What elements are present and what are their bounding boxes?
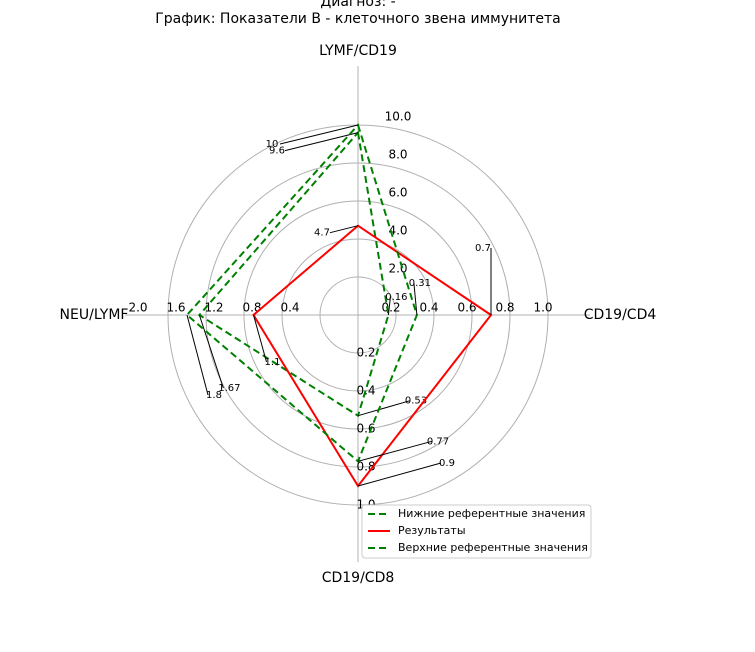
chart-subtitle: График: Показатели В - клеточного звена … <box>155 11 561 27</box>
r-tick-label: 0.8 <box>495 301 514 315</box>
axis-label: CD19/CD8 <box>322 570 395 586</box>
data-label: 4.7 <box>314 228 330 239</box>
r-tick-label: 2.0 <box>388 262 407 276</box>
r-tick-label: 0.4 <box>419 301 438 315</box>
data-label: 1.8 <box>206 390 222 401</box>
legend-label: Верхние референтные значения <box>398 541 588 554</box>
axis-label: LYMF/CD19 <box>319 43 397 59</box>
r-tick-label: 0.4 <box>356 384 375 398</box>
data-label: 9.6 <box>269 146 285 157</box>
annotation-arrow <box>198 314 224 389</box>
r-tick-label: 0.4 <box>280 301 299 315</box>
data-label: 0.77 <box>427 436 449 447</box>
r-tick-label: 0.6 <box>356 422 375 436</box>
annotation-arrow <box>186 314 209 396</box>
annotation-arrow <box>284 132 359 152</box>
r-tick-label: 8.0 <box>388 148 407 162</box>
legend-box <box>361 504 592 559</box>
r-tick-label: 6.0 <box>388 186 407 200</box>
annotation-arrow <box>413 282 418 316</box>
r-tick-label: 1.6 <box>166 301 185 315</box>
annotation-arrow <box>329 225 359 234</box>
axis-label: CD19/CD4 <box>584 307 657 323</box>
legend-label: Нижние референтные значения <box>398 507 585 520</box>
r-tick-label: 1.0 <box>533 301 552 315</box>
series-line <box>185 123 418 463</box>
data-label: 1.1 <box>265 357 281 368</box>
r-tick-label: 1.2 <box>204 301 223 315</box>
legend-label: Результаты <box>398 524 466 537</box>
annotation-arrow <box>357 440 433 462</box>
axis-label: NEU/LYMF <box>60 307 129 323</box>
data-label: 0.53 <box>405 396 427 407</box>
data-label: 0.31 <box>409 278 431 289</box>
r-tick-label: 2.0 <box>128 301 147 315</box>
chart-title: Диагноз: - <box>320 0 395 10</box>
r-tick-label: 0.8 <box>242 301 261 315</box>
annotation-arrow <box>253 314 267 363</box>
annotation-arrow <box>357 400 411 417</box>
r-tick-label: 0.2 <box>381 301 400 315</box>
data-label: 0.7 <box>475 243 491 254</box>
data-label: 0.16 <box>385 292 407 303</box>
annotation-arrow <box>357 462 442 487</box>
annotation-arrow <box>279 124 359 145</box>
data-label: 0.9 <box>439 458 455 469</box>
r-tick-label: 0.6 <box>457 301 476 315</box>
data-label: 1.67 <box>218 383 240 394</box>
r-tick-label: 4.0 <box>388 224 407 238</box>
r-tick-label: 10.0 <box>385 110 412 124</box>
annotation-arrow <box>387 296 391 316</box>
r-tick-label: 0.2 <box>356 346 375 360</box>
data-label: 10 <box>266 139 279 150</box>
